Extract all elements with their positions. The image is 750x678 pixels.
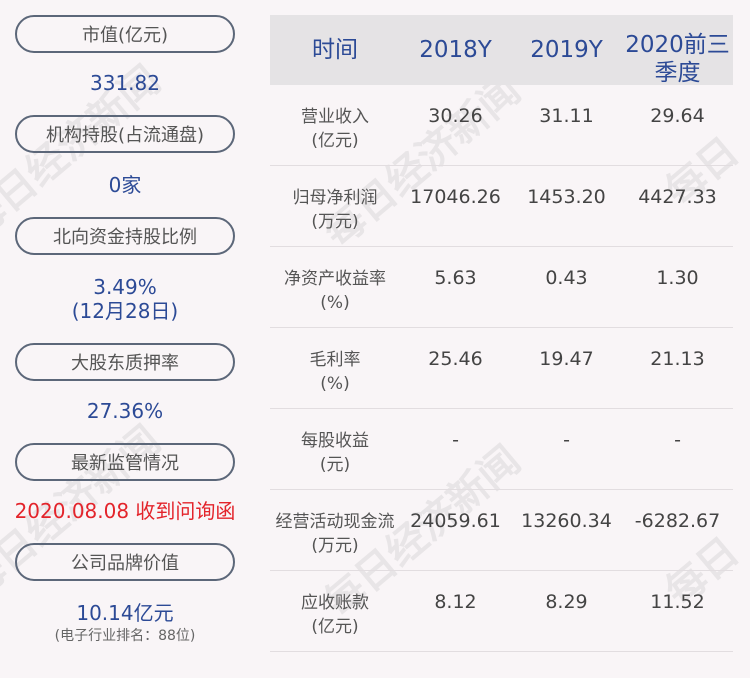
table-row: 营业收入 (亿元) 30.26 31.11 29.64 — [270, 85, 733, 166]
stat-label: 大股东质押率 — [15, 343, 235, 381]
table-row: 毛利率 (%) 25.46 19.47 21.13 — [270, 328, 733, 409]
northbound-date: (12月28日) — [71, 299, 179, 323]
metric-name: 每股收益 — [301, 431, 369, 451]
metric-unit: (万元) — [311, 212, 359, 232]
table-cell: 1453.20 — [527, 186, 606, 208]
row-label: 净资产收益率 (%) — [270, 247, 400, 327]
institution-holding-value: 0家 — [108, 173, 142, 197]
table-cell: 8.29 — [545, 591, 588, 613]
metric-unit: (元) — [319, 455, 351, 475]
row-label: 每股收益 (元) — [270, 409, 400, 489]
table-row: 经营活动现金流 (万元) 24059.61 13260.34 -6282.67 — [270, 490, 733, 571]
table-cell: - — [674, 429, 681, 451]
metric-name: 毛利率 — [309, 350, 361, 370]
table-cell: 31.11 — [539, 105, 594, 127]
metric-name: 净资产收益率 — [284, 269, 386, 289]
table-row: 归母净利润 (万元) 17046.26 1453.20 4427.33 — [270, 166, 733, 247]
metric-name: 营业收入 — [301, 107, 369, 127]
table-cell: 4427.33 — [638, 186, 717, 208]
metric-name: 归母净利润 — [292, 188, 378, 208]
table-row: 净资产收益率 (%) 5.63 0.43 1.30 — [270, 247, 733, 328]
table-cell: 1.30 — [656, 267, 699, 289]
pledge-rate-value: 27.36% — [86, 399, 164, 423]
table-cell: 8.12 — [434, 591, 477, 613]
table-cell: 11.52 — [650, 591, 705, 613]
stat-label: 公司品牌价值 — [15, 543, 235, 581]
market-cap-value: 331.82 — [90, 71, 160, 95]
stat-label: 市值(亿元) — [15, 15, 235, 53]
table-cell: 24059.61 — [410, 510, 501, 532]
table-cell: 19.47 — [539, 348, 594, 370]
header-cell: 时间 — [312, 37, 358, 63]
table-cell: 5.63 — [434, 267, 477, 289]
row-label: 归母净利润 (万元) — [270, 166, 400, 246]
header-cell: 2020前三季度 — [625, 32, 730, 86]
regulation-value: 2020.08.08 收到问询函 — [14, 499, 236, 523]
header-cell: 2018Y — [419, 37, 492, 63]
metric-unit: (%) — [320, 374, 350, 394]
table-row: 每股收益 (元) - - - — [270, 409, 733, 490]
brand-rank-note: (电子行业排名：88位) — [54, 628, 196, 644]
table-cell: - — [452, 429, 459, 451]
table-cell: - — [563, 429, 570, 451]
header-cell: 2019Y — [530, 37, 603, 63]
metric-unit: (亿元) — [311, 131, 359, 151]
brand-value: 10.14亿元 — [76, 601, 174, 625]
stats-panel: 市值(亿元) 331.82 机构持股(占流通盘) 0家 北向资金持股比例 3.4… — [15, 15, 235, 645]
table-cell: -6282.67 — [634, 510, 721, 532]
stat-label: 北向资金持股比例 — [15, 217, 235, 255]
table-cell: 17046.26 — [410, 186, 501, 208]
row-label: 应收账款 (亿元) — [270, 571, 400, 651]
table-cell: 30.26 — [428, 105, 483, 127]
table-row: 应收账款 (亿元) 8.12 8.29 11.52 — [270, 571, 733, 652]
row-label: 毛利率 (%) — [270, 328, 400, 408]
stat-label: 机构持股(占流通盘) — [15, 115, 235, 153]
table-cell: 25.46 — [428, 348, 483, 370]
stat-label: 最新监管情况 — [15, 443, 235, 481]
row-label: 经营活动现金流 (万元) — [270, 490, 400, 570]
metric-unit: (%) — [320, 293, 350, 313]
table-header: 时间 2018Y 2019Y 2020前三季度 — [270, 15, 733, 86]
metric-unit: (亿元) — [311, 617, 359, 637]
row-label: 营业收入 (亿元) — [270, 85, 400, 165]
table-cell: 29.64 — [650, 105, 705, 127]
financial-table: 时间 2018Y 2019Y 2020前三季度 营业收入 (亿元) 30.26 31.… — [270, 15, 733, 652]
table-cell: 21.13 — [650, 348, 705, 370]
table-cell: 13260.34 — [521, 510, 612, 532]
metric-unit: (万元) — [311, 536, 359, 556]
table-cell: 0.43 — [545, 267, 588, 289]
metric-name: 应收账款 — [301, 593, 369, 613]
metric-name: 经营活动现金流 — [275, 512, 395, 532]
northbound-value: 3.49% — [93, 275, 157, 299]
